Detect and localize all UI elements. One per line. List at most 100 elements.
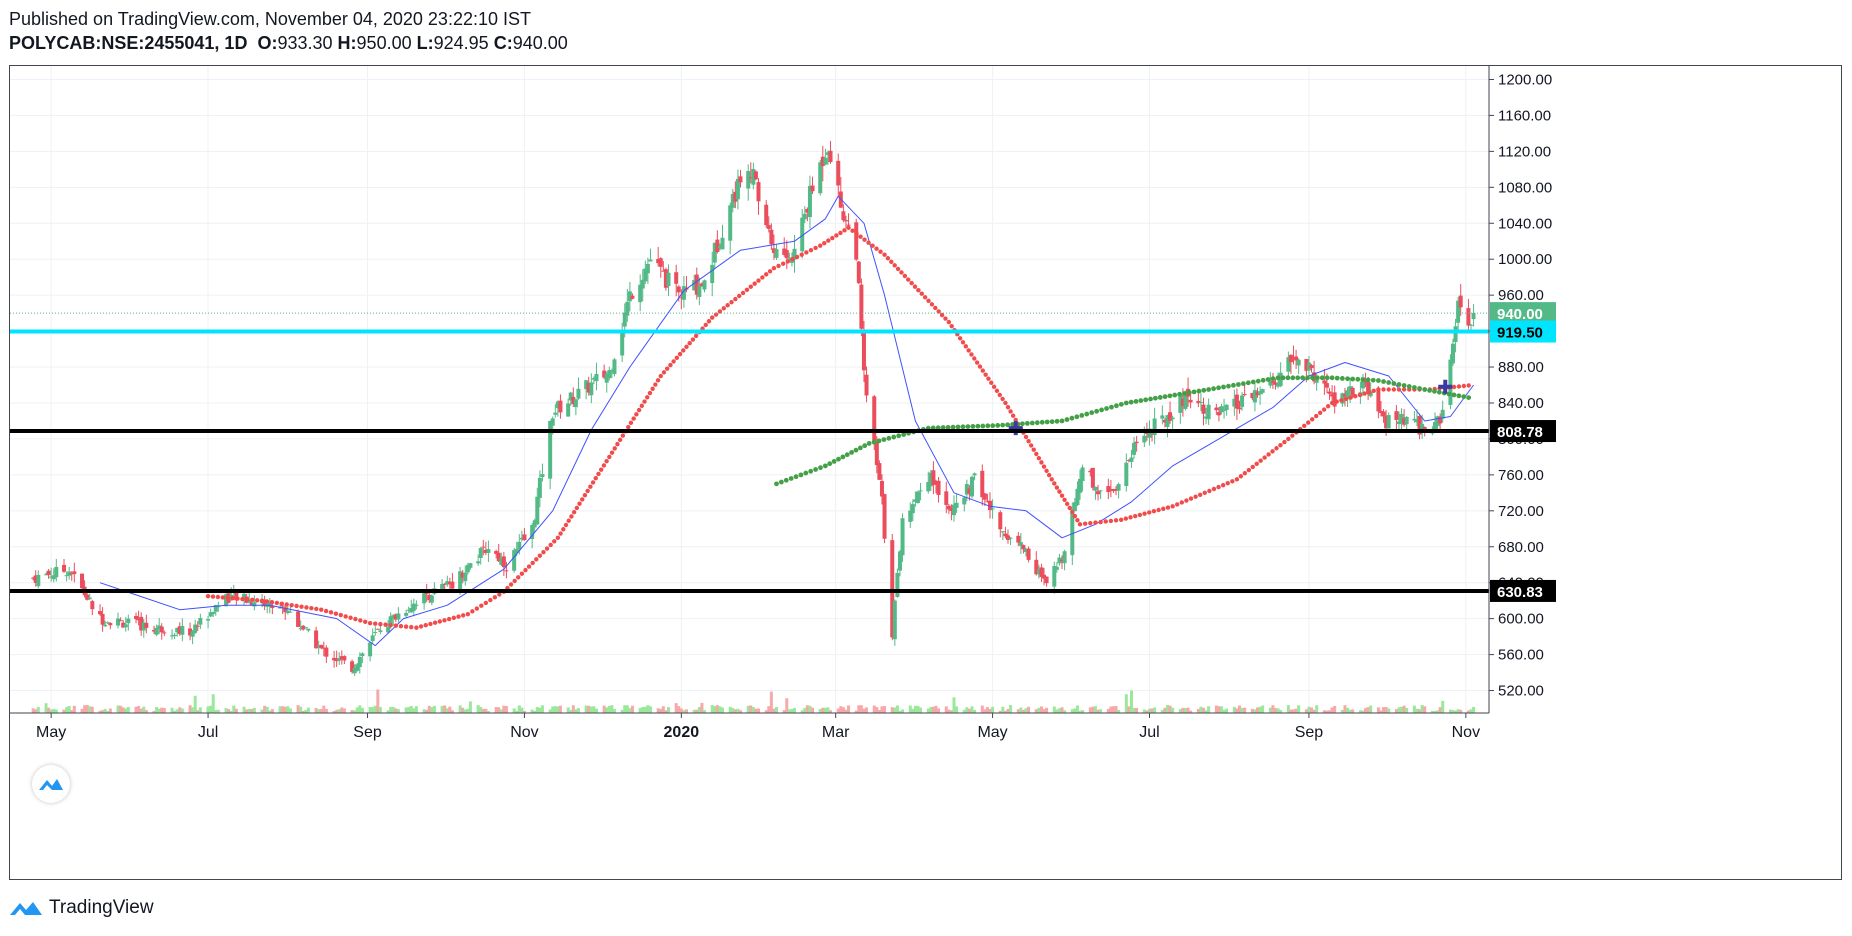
- volume-bar: [342, 708, 346, 713]
- candle-body: [193, 624, 198, 633]
- volume-bar: [1469, 709, 1473, 713]
- candle-body: [152, 629, 157, 632]
- volume-bar: [486, 710, 490, 713]
- footer-brand[interactable]: TradingView: [49, 897, 154, 918]
- ohlc-line: POLYCAB:NSE:2455041, 1D O:933.30 H:950.0…: [9, 31, 568, 55]
- ma-red-dots-dot: [1262, 455, 1267, 460]
- candle-body: [640, 279, 645, 289]
- price-chart[interactable]: 520.00560.00600.00640.00680.00720.00760.…: [10, 66, 1841, 879]
- candle-body: [782, 248, 787, 255]
- candle-body: [1052, 566, 1057, 587]
- volume-bar: [674, 703, 678, 713]
- volume-bar: [1330, 707, 1334, 713]
- ma-red-dots-dot: [830, 235, 835, 241]
- candle-body: [746, 171, 751, 189]
- ma-red-dots-dot: [1057, 489, 1062, 494]
- volume-bar: [826, 707, 830, 713]
- ma-red-dots-dot: [1054, 485, 1060, 490]
- chart-frame[interactable]: 520.00560.00600.00640.00680.00720.00760.…: [9, 65, 1842, 880]
- candle-body: [288, 611, 293, 613]
- candle-body: [136, 618, 141, 621]
- ma-red-dots-dot: [813, 245, 818, 251]
- candle-body: [594, 373, 599, 382]
- candle-body: [352, 668, 357, 674]
- ma-red-dots-dot: [653, 382, 658, 387]
- candle-body: [427, 595, 432, 601]
- volume-bar: [1376, 707, 1380, 713]
- volume-bar: [895, 705, 899, 713]
- candle-body: [751, 168, 756, 185]
- ma-red-dots-dot: [628, 420, 634, 426]
- ma-red-dots-dot: [309, 605, 314, 611]
- ma-red-dots-dot: [874, 246, 879, 251]
- volume-bar: [1109, 706, 1113, 713]
- candle-body: [1234, 394, 1239, 409]
- volume-bar: [1400, 706, 1404, 713]
- volume-bar: [155, 707, 159, 713]
- ma-green-dots-dot: [1143, 397, 1149, 403]
- ma-green-dots-dot: [1044, 419, 1050, 425]
- ma-red-dots-dot: [1207, 488, 1212, 494]
- volume-bar: [682, 710, 686, 713]
- candle-body: [175, 627, 180, 633]
- ma-red-dots-dot: [1023, 434, 1029, 440]
- candle-body: [846, 224, 851, 226]
- ma-red-dots-dot: [1266, 452, 1271, 457]
- volume-bar: [1307, 706, 1311, 713]
- ma-red-dots-dot: [1274, 446, 1279, 451]
- candle-body: [792, 248, 797, 260]
- volume-bar: [805, 705, 809, 713]
- volume-bar: [908, 705, 912, 713]
- ma-red-dots-dot: [1147, 510, 1152, 515]
- ma-red-dots-dot: [428, 621, 433, 627]
- ma-red-dots-dot: [235, 596, 240, 601]
- ma-green-dots-dot: [844, 452, 850, 458]
- volume-bar: [937, 708, 941, 713]
- volume-bar: [1333, 705, 1337, 713]
- candle-body: [465, 565, 470, 573]
- volume-bar: [646, 705, 650, 713]
- ma-red-dots-dot: [1310, 417, 1315, 422]
- candle-body: [681, 286, 686, 300]
- volume-bar: [1063, 710, 1067, 713]
- candle-body: [717, 245, 722, 248]
- ma-red-dots-dot: [650, 386, 655, 391]
- ma-red-dots-dot: [674, 355, 680, 360]
- volume-bar: [1459, 709, 1463, 713]
- volume-bar: [1472, 706, 1476, 713]
- ma-red-dots-dot: [1258, 458, 1263, 463]
- ma-green-dots-dot: [940, 425, 946, 430]
- ma-red-dots-dot: [348, 615, 353, 620]
- candle-body: [1414, 420, 1419, 423]
- volume-bar: [1315, 705, 1319, 713]
- ma-green-dots-dot: [1375, 378, 1381, 383]
- candle-body: [591, 378, 596, 380]
- tradingview-badge[interactable]: [32, 765, 70, 803]
- volume-bar: [893, 707, 897, 713]
- candle-body: [638, 284, 643, 303]
- volume-bar: [1412, 705, 1416, 713]
- volume-bar: [574, 709, 578, 713]
- volume-bar: [124, 708, 128, 713]
- volume-bar: [252, 707, 256, 713]
- ma-red-dots-dot: [1357, 392, 1363, 398]
- ma-red-dots-dot: [353, 616, 358, 622]
- volume-bar: [1456, 709, 1460, 713]
- volume-bar: [515, 710, 519, 713]
- volume-bar: [1163, 707, 1167, 713]
- candle-body: [296, 611, 301, 627]
- volume-bar: [450, 710, 454, 713]
- ma-green-dots-dot: [1250, 379, 1256, 385]
- volume-bar: [811, 707, 815, 713]
- volume-bar: [47, 707, 51, 713]
- volume-bar: [715, 705, 719, 713]
- volume-bar: [1343, 705, 1347, 713]
- ma-green-dots-dot: [1094, 408, 1100, 414]
- ma-green-dots-dot: [935, 425, 941, 431]
- candle-body: [990, 508, 995, 510]
- volume-bar: [1021, 709, 1025, 713]
- ma-red-dots-dot: [1062, 497, 1067, 502]
- ma-red-dots-dot: [566, 518, 571, 523]
- ma-red-dots-dot: [1075, 518, 1080, 523]
- ma-green-dots-dot: [965, 424, 971, 429]
